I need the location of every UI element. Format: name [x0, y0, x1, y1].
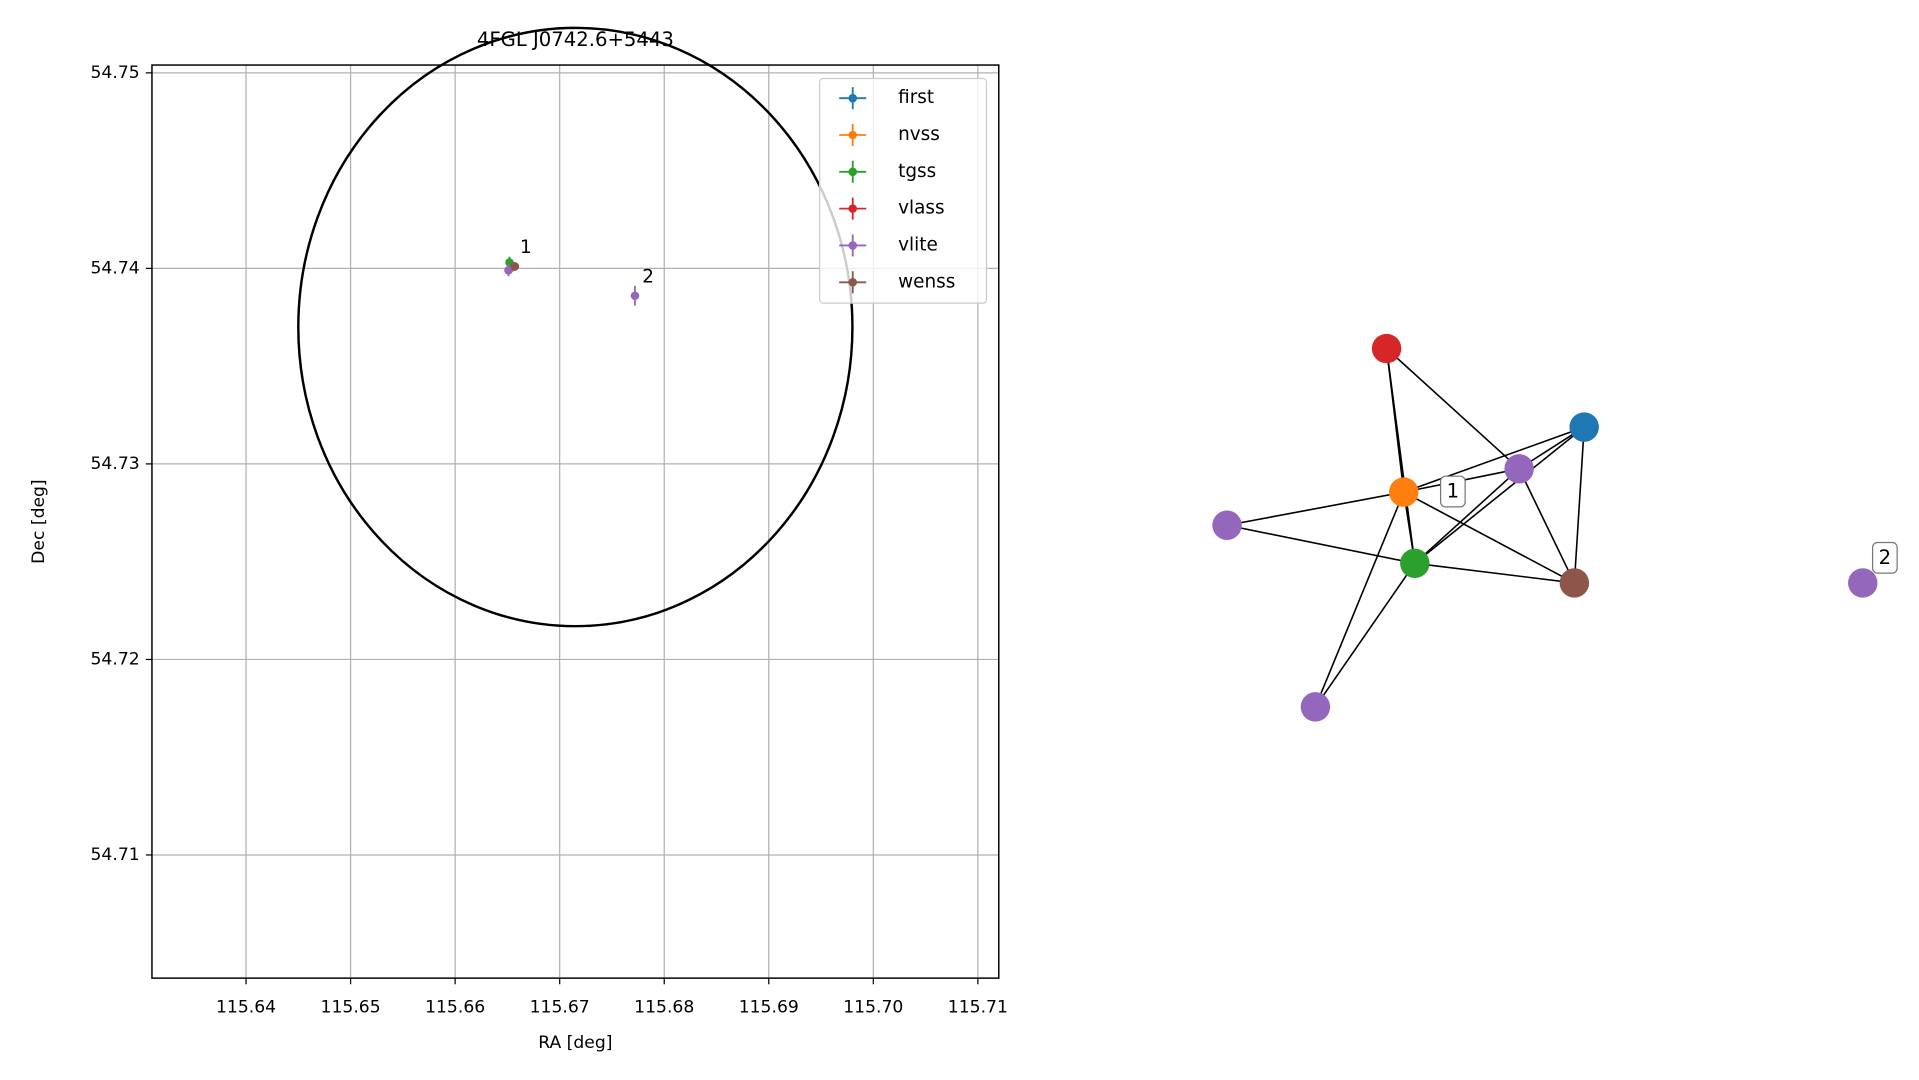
- edge: [1386, 347, 1520, 470]
- legend-label: wenss: [898, 271, 955, 292]
- x-tick-label: 115.65: [321, 998, 381, 1018]
- legend-marker: [848, 241, 858, 250]
- node: [1569, 412, 1599, 442]
- x-tick-label: 115.69: [739, 998, 799, 1018]
- legend-label: vlass: [898, 198, 944, 219]
- y-tick-label: 54.74: [91, 258, 140, 278]
- annotation: 2: [642, 266, 654, 287]
- edge: [1403, 491, 1575, 584]
- x-tick-label: 115.67: [530, 998, 590, 1018]
- node-label: 2: [1879, 546, 1892, 569]
- data-point: [630, 291, 640, 301]
- edge: [1414, 426, 1585, 564]
- x-axis-label: RA [deg]: [538, 1033, 612, 1053]
- data-point: [504, 266, 513, 275]
- node: [1559, 568, 1590, 598]
- uncertainty-circle: [297, 26, 854, 628]
- legend-marker: [848, 277, 858, 287]
- y-tick-label: 54.75: [91, 63, 140, 83]
- edge: [1414, 562, 1575, 584]
- x-tick-label: 115.64: [216, 998, 276, 1018]
- edge: [1226, 524, 1415, 565]
- node-label-box: [1439, 475, 1466, 508]
- edge: [1518, 468, 1576, 584]
- legend-label: vlite: [898, 234, 938, 255]
- x-tick-label: 115.68: [634, 998, 694, 1018]
- node: [1504, 454, 1534, 484]
- data-point: [510, 262, 520, 271]
- chart-title: 4FGL J0742.6+5443: [477, 28, 674, 51]
- legend-label: nvss: [898, 124, 940, 145]
- edge: [1403, 426, 1585, 493]
- node: [1389, 477, 1419, 507]
- edge: [1573, 427, 1585, 584]
- edge: [1385, 348, 1416, 564]
- edge: [1414, 468, 1520, 564]
- legend-label: first: [898, 87, 934, 108]
- annotation: 1: [520, 237, 532, 258]
- node: [1400, 548, 1430, 579]
- legend-label: tgss: [898, 161, 936, 182]
- x-tick-label: 115.71: [948, 998, 1008, 1018]
- y-tick-label: 54.72: [91, 649, 140, 669]
- legend-marker: [848, 204, 858, 213]
- legend-box: [818, 77, 988, 304]
- edge: [1226, 491, 1404, 527]
- x-tick-label: 115.66: [425, 998, 485, 1018]
- node: [1212, 510, 1242, 540]
- legend-marker: [848, 130, 858, 140]
- node-label-box: [1871, 541, 1898, 574]
- y-axis-label: Dec [deg]: [29, 479, 49, 563]
- legend-marker: [848, 93, 858, 103]
- node: [1848, 568, 1878, 598]
- node: [1371, 333, 1402, 364]
- edge: [1314, 491, 1405, 708]
- y-tick-label: 54.73: [91, 454, 140, 474]
- plot-frame: [151, 64, 1000, 979]
- node-label: 1: [1447, 480, 1460, 503]
- x-tick-label: 115.70: [843, 998, 903, 1018]
- y-tick-label: 54.71: [91, 845, 140, 865]
- node: [1300, 692, 1331, 722]
- edge: [1314, 562, 1416, 708]
- legend-marker: [848, 167, 858, 177]
